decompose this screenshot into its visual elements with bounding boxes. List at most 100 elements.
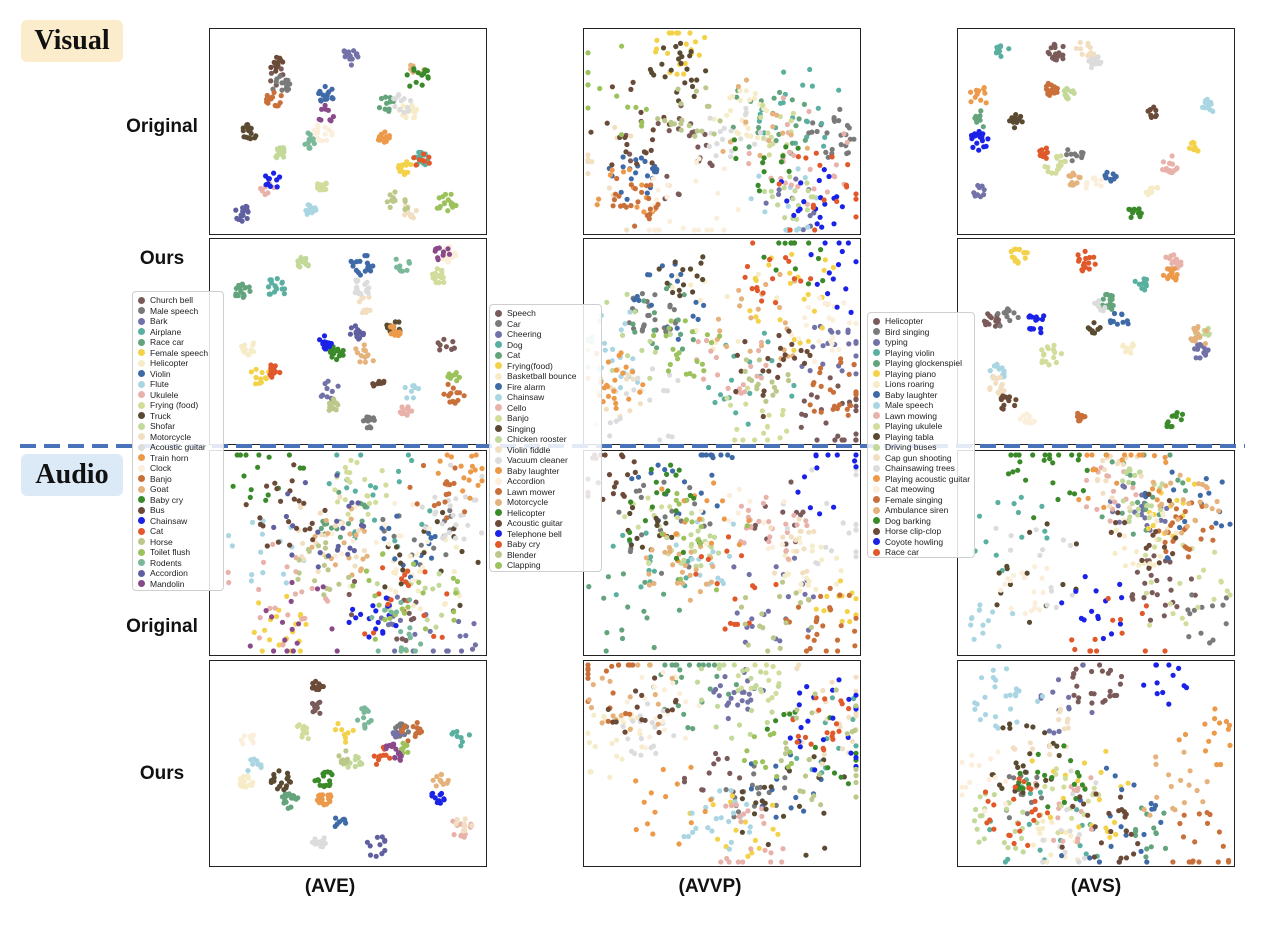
scatter-point xyxy=(471,621,477,627)
scatter-point xyxy=(687,30,693,36)
scatter-point xyxy=(1127,514,1133,520)
scatter-point xyxy=(293,525,300,531)
scatter-point xyxy=(765,339,771,345)
scatter-point xyxy=(1055,496,1061,503)
scatter-point xyxy=(761,520,767,526)
legend-swatch xyxy=(138,506,145,514)
scatter-point xyxy=(704,103,710,109)
scatter-point xyxy=(1049,55,1056,61)
scatter-point xyxy=(715,372,721,378)
scatter-point xyxy=(322,346,328,352)
scatter-point xyxy=(1126,479,1132,485)
scatter-point xyxy=(1167,576,1173,582)
scatter-point xyxy=(1089,330,1095,336)
scatter-point xyxy=(770,276,776,282)
scatter-point xyxy=(766,519,772,525)
scatter-point xyxy=(652,675,658,681)
scatter-point xyxy=(822,696,828,702)
scatter-point xyxy=(1170,611,1176,617)
scatter-point xyxy=(1076,695,1082,701)
scatter-point xyxy=(454,578,461,585)
scatter-point xyxy=(1178,417,1184,423)
scatter-point xyxy=(798,581,804,587)
scatter-point xyxy=(451,609,457,615)
scatter-point xyxy=(1171,487,1177,493)
scatter-point xyxy=(778,758,784,764)
scatter-point xyxy=(1087,254,1093,261)
scatter-point xyxy=(1162,454,1168,460)
scatter-point xyxy=(1161,810,1167,816)
legend-entry: Helicopter xyxy=(138,358,218,369)
scatter-point xyxy=(833,687,839,693)
scatter-point xyxy=(818,247,824,253)
scatter-point xyxy=(1028,608,1035,614)
legend-swatch xyxy=(138,349,145,357)
scatter-point xyxy=(817,295,823,301)
scatter-point xyxy=(348,612,355,618)
scatter-point xyxy=(1114,480,1120,486)
scatter-point xyxy=(713,816,719,822)
scatter-point xyxy=(776,240,782,246)
scatter-point xyxy=(1111,310,1118,317)
scatter-point xyxy=(633,170,639,176)
scatter-point xyxy=(585,666,591,672)
scatter-point xyxy=(638,494,644,500)
scatter-point xyxy=(461,828,467,834)
legend-entry: Bus xyxy=(138,505,218,516)
scatter-point xyxy=(977,117,983,123)
scatter-point xyxy=(739,829,745,835)
scatter-point xyxy=(680,225,686,231)
scatter-point xyxy=(1130,561,1136,567)
scatter-point xyxy=(746,829,753,835)
scatter-point xyxy=(731,137,737,143)
scatter-point xyxy=(657,713,663,720)
scatter-point xyxy=(309,585,315,592)
scatter-point xyxy=(1100,699,1106,705)
scatter-point xyxy=(1209,506,1215,512)
legend-entry: Toilet flush xyxy=(138,547,218,558)
scatter-point xyxy=(631,387,637,393)
scatter-point xyxy=(727,139,734,145)
scatter-point xyxy=(716,550,722,556)
scatter-point xyxy=(710,549,716,555)
scatter-point xyxy=(1151,825,1157,831)
scatter-point xyxy=(1166,662,1172,668)
scatter-point xyxy=(264,543,270,549)
scatter-point xyxy=(687,266,694,272)
scatter-point xyxy=(807,368,813,374)
scatter-point xyxy=(597,85,603,92)
scatter-point xyxy=(398,746,405,752)
scatter-point xyxy=(756,357,762,363)
scatter-point xyxy=(817,511,823,517)
scatter-point xyxy=(747,348,753,354)
scatter-point xyxy=(806,108,812,115)
scatter-point xyxy=(444,515,450,521)
scatter-point xyxy=(1044,602,1050,608)
scatter-point xyxy=(419,72,425,78)
scatter-point xyxy=(350,583,356,589)
scatter-point xyxy=(628,176,634,182)
scatter-point xyxy=(410,395,416,401)
scatter-point xyxy=(627,662,633,668)
scatter-point xyxy=(777,435,783,441)
scatter-point xyxy=(804,568,810,574)
scatter-point xyxy=(819,224,825,230)
scatter-point xyxy=(764,726,770,732)
scatter-point xyxy=(259,369,265,376)
scatter-point xyxy=(1093,181,1100,187)
scatter-point xyxy=(1105,595,1111,602)
scatter-point xyxy=(1029,326,1035,332)
scatter-point xyxy=(707,115,713,121)
scatter-point xyxy=(1002,801,1008,807)
scatter-point xyxy=(690,829,696,835)
scatter-point xyxy=(853,743,859,749)
scatter-point xyxy=(334,518,340,524)
scatter-point xyxy=(1141,831,1147,838)
scatter-point xyxy=(1017,416,1023,422)
scatter-point xyxy=(633,157,639,163)
scatter-point xyxy=(268,64,274,70)
scatter-point xyxy=(1117,581,1123,587)
scatter-point xyxy=(807,213,813,219)
scatter-point xyxy=(992,684,998,690)
scatter-point xyxy=(394,566,400,572)
